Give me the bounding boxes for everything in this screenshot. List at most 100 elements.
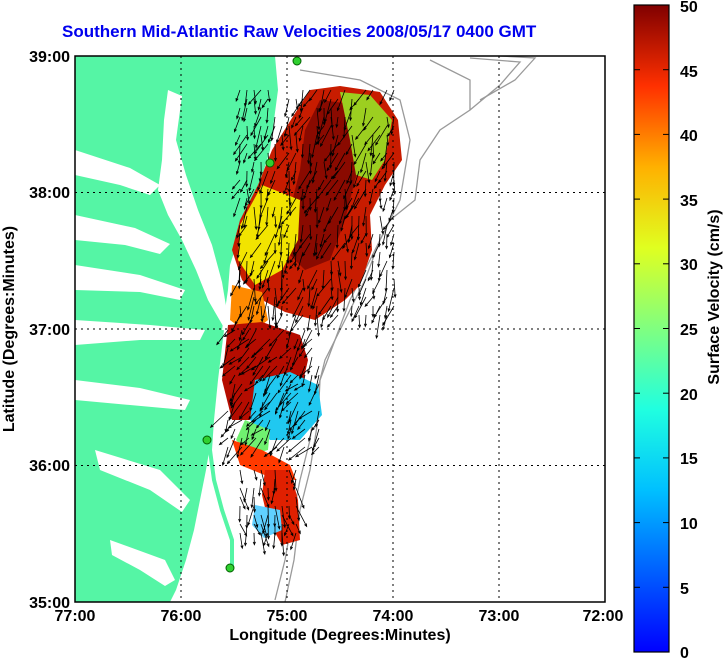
velocity-arrow bbox=[268, 437, 285, 455]
colorbar-tick-label: 5 bbox=[680, 581, 689, 598]
velocity-arrow bbox=[247, 89, 262, 105]
velocity-arrow bbox=[264, 338, 278, 360]
velocity-arrow bbox=[316, 107, 321, 131]
velocity-arrow bbox=[295, 523, 301, 535]
velocity-arrow bbox=[256, 260, 269, 280]
velocity-arrow bbox=[245, 410, 264, 427]
velocity-arrow bbox=[247, 296, 255, 321]
velocity-arrow bbox=[307, 269, 318, 290]
velocity-arrow bbox=[284, 383, 299, 392]
velocity-arrow bbox=[300, 188, 304, 202]
velocity-arrow bbox=[250, 487, 255, 509]
velocity-arrow bbox=[250, 347, 264, 359]
velocity-arrow bbox=[289, 374, 299, 384]
velocity-arrow bbox=[312, 296, 318, 310]
velocity-arrow bbox=[250, 410, 271, 423]
velocity-arrow bbox=[372, 152, 381, 165]
velocity-arrow bbox=[351, 287, 355, 303]
velocity-arrow bbox=[239, 496, 246, 510]
velocity-arrow bbox=[284, 98, 290, 118]
velocity-arrow bbox=[238, 224, 248, 237]
velocity-arrow bbox=[289, 356, 299, 371]
y-tick-label: 37:00 bbox=[29, 322, 70, 339]
velocity-arrow bbox=[249, 242, 262, 259]
velocity-arrow bbox=[379, 215, 385, 235]
velocity-arrow bbox=[291, 116, 297, 129]
velocity-arrow bbox=[273, 143, 277, 162]
velocity-arrow bbox=[283, 251, 290, 275]
velocity-arrow bbox=[243, 487, 248, 503]
y-tick-label: 39:00 bbox=[29, 49, 70, 66]
velocity-arrow bbox=[305, 206, 311, 218]
velocity-arrow bbox=[340, 215, 346, 232]
velocity-arrow bbox=[236, 107, 241, 120]
velocity-arrow bbox=[326, 197, 332, 212]
velocity-arrow bbox=[363, 116, 374, 131]
velocity-arrow bbox=[230, 278, 241, 297]
velocity-arrow bbox=[265, 206, 269, 227]
velocity-arrow bbox=[244, 188, 255, 207]
velocity-arrow bbox=[335, 224, 339, 249]
velocity-arrow bbox=[383, 305, 388, 320]
velocity-arrow bbox=[257, 98, 262, 111]
velocity-arrow bbox=[312, 233, 318, 257]
velocity-arrow bbox=[375, 314, 381, 340]
velocity-arrow bbox=[367, 134, 381, 152]
velocity-arrow bbox=[302, 242, 311, 257]
velocity-arrow bbox=[371, 305, 375, 318]
velocity-arrow bbox=[246, 125, 250, 141]
velocity-arrow bbox=[297, 419, 306, 431]
velocity-arrow bbox=[297, 287, 304, 301]
velocity-arrow bbox=[228, 401, 243, 421]
x-tick-label: 73:00 bbox=[479, 608, 520, 625]
velocity-arrow bbox=[243, 107, 248, 123]
velocity-arrow bbox=[295, 134, 299, 153]
plot-frame bbox=[74, 55, 606, 603]
velocity-arrow bbox=[317, 179, 325, 191]
velocity-arrow bbox=[328, 206, 339, 225]
velocity-arrow bbox=[253, 514, 259, 529]
velocity-arrow bbox=[297, 410, 313, 420]
velocity-arrow bbox=[235, 89, 241, 102]
velocity-arrow bbox=[343, 179, 353, 200]
colorbar: 0 5 10 15 20 25 30 35 40 45 50 Surface V… bbox=[633, 0, 723, 659]
velocity-arrow bbox=[221, 446, 229, 467]
velocity-arrow bbox=[285, 392, 299, 405]
velocity-arrow bbox=[254, 107, 262, 128]
velocity-arrow bbox=[314, 365, 320, 380]
velocity-arrow bbox=[219, 356, 236, 369]
radar-sites bbox=[202, 56, 302, 573]
velocity-arrow bbox=[326, 314, 339, 328]
velocity-arrow bbox=[313, 437, 320, 449]
velocity-arrow bbox=[265, 107, 269, 124]
velocity-arrow bbox=[260, 532, 266, 556]
velocity-arrow bbox=[261, 296, 269, 320]
velocity-arrow bbox=[327, 296, 339, 319]
velocity-arrow bbox=[242, 329, 250, 341]
velocity-arrow bbox=[243, 523, 248, 547]
velocity-arrow bbox=[226, 338, 236, 349]
velocity-arrow bbox=[234, 143, 248, 162]
velocity-arrow bbox=[369, 152, 374, 177]
velocity-arrow bbox=[293, 383, 306, 391]
velocity-arrow bbox=[235, 161, 241, 176]
velocity-arrow bbox=[373, 296, 388, 318]
velocity-arrow bbox=[364, 125, 381, 146]
velocity-arrow bbox=[336, 89, 346, 112]
velocity-arrow bbox=[316, 125, 325, 136]
velocity-arrow bbox=[323, 143, 339, 162]
velocity-arrow bbox=[252, 125, 256, 140]
velocity-arrow bbox=[382, 197, 388, 213]
velocity-arrow bbox=[270, 487, 276, 505]
velocity-arrow bbox=[238, 251, 248, 271]
velocity-arrow bbox=[276, 152, 290, 170]
velocity-arrow bbox=[253, 469, 258, 481]
velocity-arrow bbox=[274, 314, 283, 329]
velocity-arrow bbox=[389, 188, 395, 202]
velocity-arrow bbox=[242, 269, 255, 285]
velocity-arrow bbox=[233, 134, 248, 156]
velocity-arrow bbox=[288, 125, 293, 151]
velocity-arrow bbox=[316, 314, 321, 337]
velocity-arrow bbox=[259, 401, 271, 411]
velocity-arrow bbox=[330, 287, 334, 301]
